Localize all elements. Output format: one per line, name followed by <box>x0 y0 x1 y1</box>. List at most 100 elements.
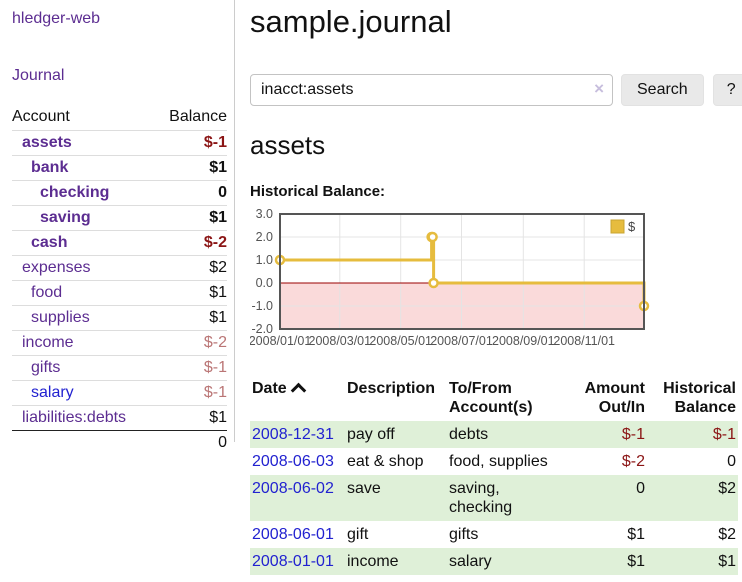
sidebar-account-link[interactable]: saving <box>40 209 91 226</box>
register-table: Date Description To/From Account(s) Amou… <box>250 377 738 575</box>
sidebar-account-balance: $2 <box>154 255 227 281</box>
svg-text:2008/09/01: 2008/09/01 <box>492 334 555 348</box>
sidebar-account-balance: $1 <box>154 405 227 431</box>
sidebar-account-balance: $-1 <box>154 355 227 381</box>
transaction-date-link[interactable]: 2008-12-31 <box>252 426 334 443</box>
sidebar-account-row: assets $-1 <box>12 130 227 156</box>
transaction-amount: $1 <box>627 526 645 543</box>
transaction-balance: $-1 <box>712 426 736 443</box>
sidebar-account-link[interactable]: salary <box>31 384 74 401</box>
svg-text:-1.0: -1.0 <box>251 299 273 313</box>
transaction-description: eat & shop <box>347 453 424 470</box>
register-transaction-row: 2008-06-01 gift gifts $1 $2 <box>250 521 738 548</box>
transaction-description: income <box>347 553 399 570</box>
transaction-date-link[interactable]: 2008-01-01 <box>252 553 334 570</box>
transaction-balance: 0 <box>727 453 736 470</box>
sidebar-account-balance: $1 <box>154 280 227 306</box>
balance-total-value: 0 <box>154 430 227 455</box>
sidebar-account-balance: $1 <box>154 205 227 231</box>
sidebar-account-link[interactable]: liabilities:debts <box>22 409 127 426</box>
sidebar-account-balance: $1 <box>154 305 227 331</box>
app-title-link[interactable]: hledger-web <box>12 10 101 27</box>
sidebar-account-link[interactable]: expenses <box>22 259 91 276</box>
search-form: × Search ? <box>250 74 742 106</box>
svg-text:-2.0: -2.0 <box>251 322 273 336</box>
sidebar-account-row: expenses $2 <box>12 255 227 281</box>
sidebar-account-link[interactable]: gifts <box>31 359 61 376</box>
register-header-row: Date Description To/From Account(s) Amou… <box>250 377 738 421</box>
sidebar-account-link[interactable]: assets <box>22 134 72 151</box>
svg-text:2008/05/01: 2008/05/01 <box>369 334 432 348</box>
transaction-description: save <box>347 480 381 497</box>
account-heading: assets <box>250 130 326 160</box>
balance-column-header-register: Historical Balance <box>663 380 736 416</box>
transaction-accounts: food, supplies <box>449 453 548 470</box>
search-input[interactable] <box>250 74 613 106</box>
balance-column-header: Balance <box>169 108 227 125</box>
svg-text:0.0: 0.0 <box>256 276 273 290</box>
sidebar-account-row: income $-2 <box>12 330 227 356</box>
chart-section-label: Historical Balance: <box>250 183 386 200</box>
sidebar-account-row: liabilities:debts $1 <box>12 405 227 431</box>
search-button[interactable]: Search <box>621 74 704 106</box>
account-column-header: Account <box>12 108 70 125</box>
clear-search-icon[interactable]: × <box>594 79 604 98</box>
help-button[interactable]: ? <box>712 74 742 106</box>
date-column-header[interactable]: Date <box>250 377 345 421</box>
transaction-description: pay off <box>347 426 395 443</box>
transaction-balance: $2 <box>718 480 736 497</box>
sidebar-account-balance: $-2 <box>154 330 227 356</box>
sidebar-item-journal[interactable]: Journal <box>12 67 65 84</box>
transaction-amount: $-1 <box>621 426 645 443</box>
sidebar-account-balance: $1 <box>154 155 227 181</box>
svg-text:2.0: 2.0 <box>256 230 273 244</box>
transaction-balance: $1 <box>718 553 736 570</box>
amount-column-header: Amount Out/In <box>584 380 645 416</box>
svg-text:1.0: 1.0 <box>256 253 273 267</box>
sidebar-account-row: food $1 <box>12 280 227 306</box>
search-input-wrap: × <box>250 74 613 106</box>
sidebar-account-balance: 0 <box>154 180 227 206</box>
transaction-accounts: saving, checking <box>449 480 513 516</box>
historical-balance-chart: 3.0 2.0 1.0 0.0 -1.0 -2.0 2008/01/01 2008/03/01… <box>249 207 742 360</box>
sidebar-account-row: bank $1 <box>12 155 227 181</box>
sidebar-account-link[interactable]: bank <box>31 159 69 176</box>
sidebar-account-balance: $-1 <box>154 130 227 156</box>
balance-total-row: 0 <box>12 430 227 455</box>
sidebar-account-link[interactable]: food <box>31 284 63 301</box>
sidebar-account-row: gifts $-1 <box>12 355 227 381</box>
transaction-amount: $1 <box>627 553 645 570</box>
sidebar: hledger-web Journal Account Balance asse… <box>0 0 235 455</box>
page-title: sample.journal <box>250 4 452 39</box>
transaction-accounts: salary <box>449 553 492 570</box>
accounts-column-header: To/From Account(s) <box>449 380 533 416</box>
transaction-accounts: gifts <box>449 526 479 543</box>
transaction-date-link[interactable]: 2008-06-03 <box>252 453 334 470</box>
sidebar-account-row: supplies $1 <box>12 305 227 331</box>
svg-text:2008/07/01: 2008/07/01 <box>430 334 493 348</box>
sidebar-account-link[interactable]: supplies <box>31 309 90 326</box>
main-content: sample.journal × Search ? assets Histori… <box>235 0 742 575</box>
sidebar-account-link[interactable]: income <box>22 334 74 351</box>
register-transaction-row: 2008-12-31 pay off debts $-1 $-1 <box>250 421 738 448</box>
sidebar-account-link[interactable]: checking <box>40 184 110 201</box>
sidebar-account-link[interactable]: cash <box>31 234 68 251</box>
transaction-balance: $2 <box>718 526 736 543</box>
register-transaction-row: 2008-06-03 eat & shop food, supplies $-2… <box>250 448 738 475</box>
transaction-amount: $-2 <box>621 453 645 470</box>
transaction-accounts: debts <box>449 426 489 443</box>
sidebar-account-row: saving $1 <box>12 205 227 231</box>
sidebar-account-balance: $-2 <box>154 230 227 256</box>
description-column-header: Description <box>347 380 436 397</box>
transaction-date-link[interactable]: 2008-06-02 <box>252 480 334 497</box>
sidebar-account-row: checking 0 <box>12 180 227 206</box>
sidebar-account-row: salary $-1 <box>12 380 227 406</box>
transaction-amount: 0 <box>636 480 645 497</box>
svg-text:2008/03/01: 2008/03/01 <box>309 334 372 348</box>
transaction-date-link[interactable]: 2008-06-01 <box>252 526 334 543</box>
svg-text:3.0: 3.0 <box>256 209 273 221</box>
sort-ascending-icon <box>290 382 306 399</box>
register-transaction-row: 2008-01-01 income salary $1 $1 <box>250 548 738 575</box>
transaction-description: gift <box>347 526 369 543</box>
